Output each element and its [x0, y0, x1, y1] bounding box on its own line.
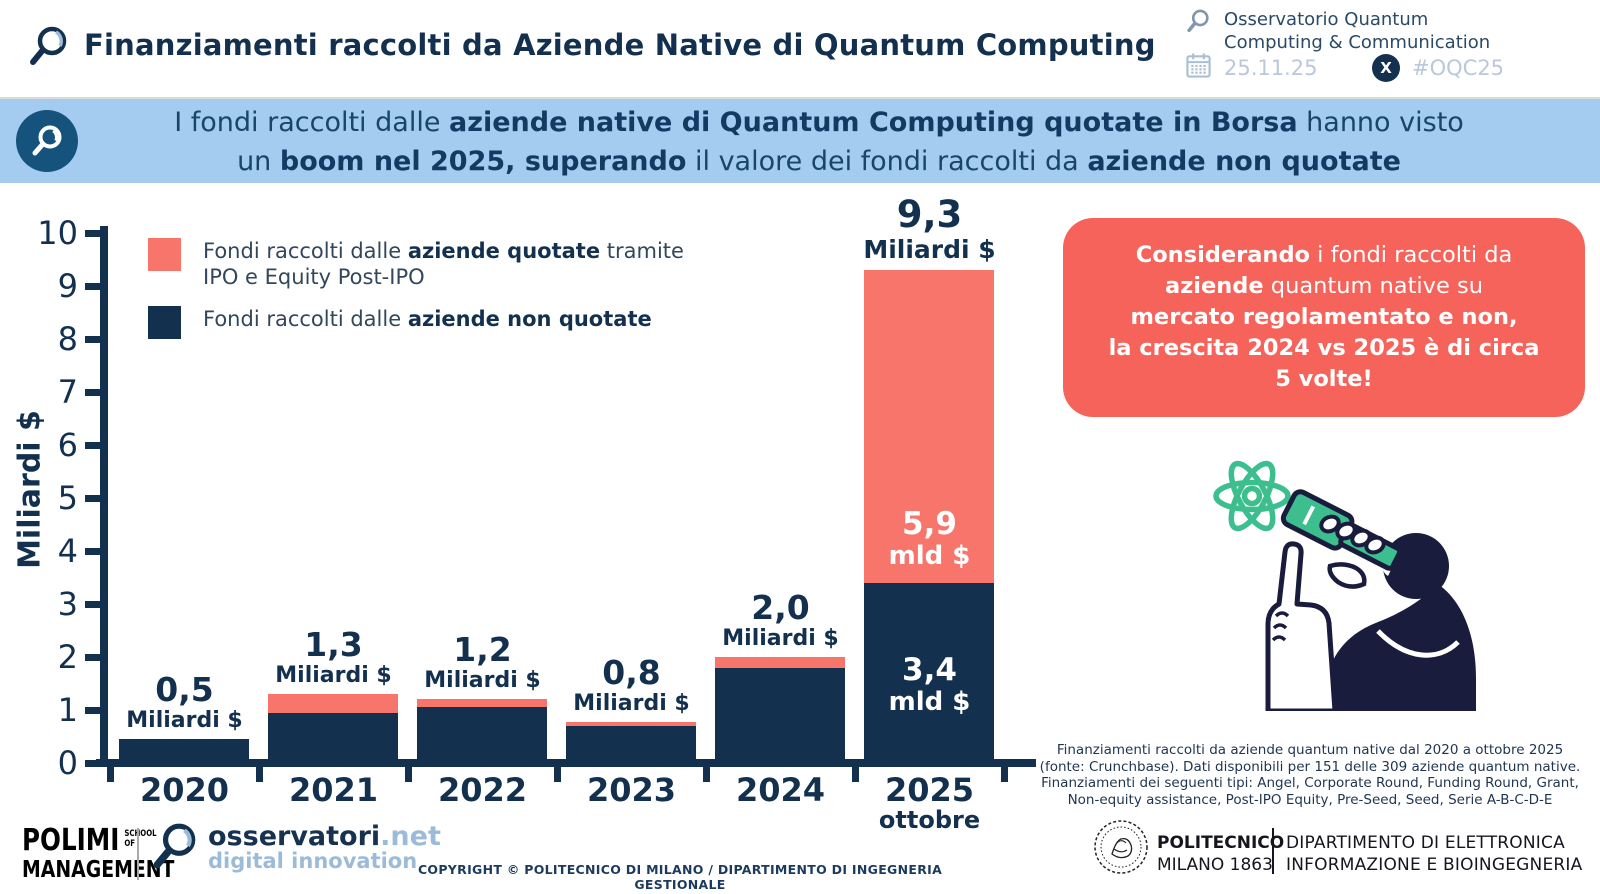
bar-quotate-2021	[268, 694, 398, 713]
legend-item-non-quotate: Fondi raccolti dalle aziende non quotate	[148, 306, 723, 339]
calendar-icon	[1185, 52, 1212, 83]
meta-row: 25.11.25 X #OQC25	[1185, 52, 1504, 83]
copyright: COPYRIGHT © POLITECNICO DI MILANO / DIPA…	[417, 862, 943, 892]
x-label-2023: 2023	[586, 771, 677, 809]
magnifier-badge-icon	[16, 110, 78, 172]
osservatori-logo: osservatori.net digital innovation	[152, 822, 441, 874]
legend: Fondi raccolti dalle aziende quotate tra…	[148, 238, 723, 339]
bar-value-label-2023: 0,8 Miliardi $	[573, 653, 690, 716]
y-tick-label-6: 6	[57, 426, 78, 464]
y-axis-line	[100, 226, 108, 767]
footnote-line: Finanziamenti raccolti da aziende quantu…	[1056, 742, 1564, 758]
org-block: Osservatorio Quantum Computing & Communi…	[1185, 8, 1490, 55]
inside-label-non_quotate-2025: 3,4 mld $	[888, 651, 971, 717]
footer-divider	[137, 828, 139, 880]
bar-non-quotate-2020	[119, 739, 249, 763]
person-telescope-illustration	[1210, 446, 1480, 715]
x-label-2020: 2020	[139, 771, 230, 809]
y-tick-9	[85, 283, 101, 290]
bar-non-quotate-2022	[417, 707, 547, 763]
footnote: Finanziamenti raccolti da aziende quantu…	[1022, 742, 1598, 808]
y-tick-10	[85, 230, 101, 237]
banner-text: I fondi raccolti dalle aziende native di…	[104, 103, 1534, 181]
hashtag: #OQC25	[1412, 55, 1505, 80]
bar-value-label-2020: 0,5 Miliardi $	[126, 670, 243, 733]
y-tick-3	[85, 601, 101, 608]
y-tick-label-1: 1	[57, 691, 78, 729]
y-tick-label-3: 3	[57, 585, 78, 623]
x-tick-3	[554, 767, 561, 782]
bar-value-label-2022: 1,2 Miliardi $	[424, 630, 541, 693]
magnifier-logo-icon	[152, 822, 200, 874]
politecnico-logo: POLITECNICO MILANO 1863	[1157, 833, 1285, 876]
x-tick-0	[107, 767, 114, 782]
y-tick-7	[85, 389, 101, 396]
bar-non-quotate-2024	[715, 668, 845, 763]
legend-item-quotate: Fondi raccolti dalle aziende quotate tra…	[148, 238, 723, 290]
legend-swatch-non-quotate	[148, 306, 181, 339]
x-logo-icon: X	[1372, 53, 1400, 82]
bar-quotate-2022	[417, 699, 547, 707]
x-label-2025: 2025 ottobre	[878, 771, 981, 834]
y-tick-5	[85, 495, 101, 502]
department-name: DIPARTIMENTO DI ELETTRONICA INFORMAZIONE…	[1286, 833, 1583, 876]
y-tick-2	[85, 654, 101, 661]
magnifier-icon	[26, 24, 72, 74]
bar-value-label-2025: 9,3 Miliardi $	[863, 193, 996, 264]
x-label-2021: 2021	[288, 771, 379, 809]
bar-quotate-2025	[864, 270, 994, 583]
x-axis-line	[96, 759, 1036, 767]
footnote-line: Finanziamenti dei seguenti tipi: Angel, …	[1041, 775, 1579, 791]
page-title: Finanziamenti raccolti da Aziende Native…	[84, 28, 1156, 62]
bar-non-quotate-2023	[566, 726, 696, 763]
x-tick-5	[852, 767, 859, 782]
y-tick-label-9: 9	[57, 267, 78, 305]
x-tick-2	[405, 767, 412, 782]
footnote-line: (fonte: Crunchbase). Dati disponibili pe…	[1039, 758, 1581, 775]
footer-divider-2	[1272, 828, 1274, 874]
y-tick-label-10: 10	[37, 214, 78, 252]
x-label-2022: 2022	[437, 771, 528, 809]
banner-line1: I fondi raccolti dalle aziende native di…	[174, 107, 1464, 138]
x-tick-6	[1001, 767, 1008, 782]
bar-non-quotate-2021	[268, 713, 398, 763]
legend-label-quotate: Fondi raccolti dalle aziende quotate tra…	[203, 239, 684, 289]
bar-value-label-2021: 1,3 Miliardi $	[275, 625, 392, 688]
y-tick-label-2: 2	[57, 638, 78, 676]
key-message-banner: I fondi raccolti dalle aziende native di…	[0, 97, 1600, 183]
banner-line2: un boom nel 2025, superando il valore de…	[237, 146, 1401, 177]
date: 25.11.25	[1224, 55, 1318, 80]
y-tick-4	[85, 548, 101, 555]
y-tick-1	[85, 707, 101, 714]
magnifier-icon-small	[1185, 8, 1212, 39]
footnote-line: Non-equity assistance, Post-IPO Equity, …	[1067, 791, 1553, 808]
y-tick-6	[85, 442, 101, 449]
bar-non-quotate-2025	[864, 583, 994, 763]
legend-swatch-quotate	[148, 238, 181, 271]
polimi-logo: POLIMI SCHOOL OF MANAGEMENT	[22, 823, 175, 883]
inside-label-quotate-2025: 5,9 mld $	[888, 505, 971, 571]
y-tick-label-4: 4	[57, 532, 78, 570]
y-tick-label-5: 5	[57, 479, 78, 517]
y-tick-label-7: 7	[57, 373, 78, 411]
bar-quotate-2024	[715, 657, 845, 668]
politecnico-seal-icon	[1092, 818, 1150, 880]
y-tick-label-8: 8	[57, 320, 78, 358]
atom-icon	[1213, 460, 1291, 532]
x-tick-1	[256, 767, 263, 782]
y-tick-label-0: 0	[57, 744, 78, 782]
bar-value-label-2024: 2,0 Miliardi $	[722, 588, 839, 651]
bar-quotate-2023	[566, 722, 696, 726]
org-name: Osservatorio Quantum Computing & Communi…	[1224, 9, 1491, 54]
y-tick-0	[85, 760, 101, 767]
y-tick-8	[85, 336, 101, 343]
legend-label-non-quotate: Fondi raccolti dalle aziende non quotate	[203, 307, 652, 331]
x-label-2024: 2024	[735, 771, 826, 809]
callout-box: Considerando i fondi raccolti da aziende …	[1063, 218, 1585, 417]
x-tick-4	[703, 767, 710, 782]
